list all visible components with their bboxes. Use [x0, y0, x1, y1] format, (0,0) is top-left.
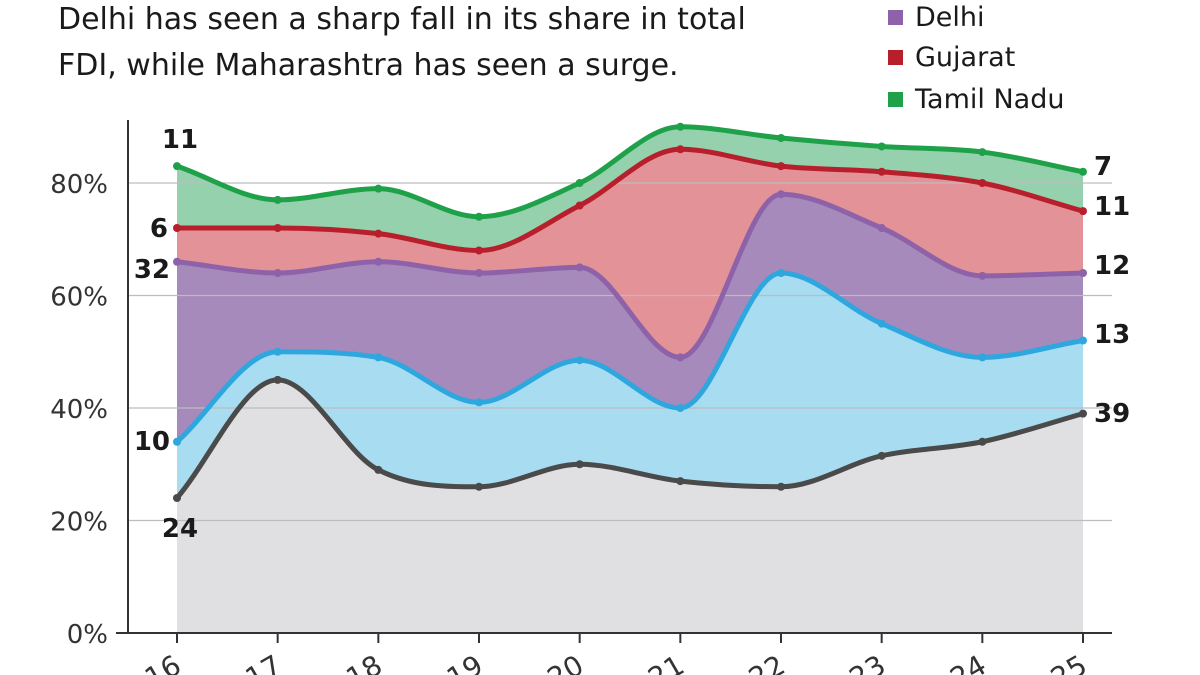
chart-title-line-2: FDI, while Maharashtra has seen a surge.	[58, 48, 679, 83]
point-maharashtra-6	[777, 482, 785, 491]
point-karnataka-6	[777, 269, 785, 277]
line-karnataka	[175, 270, 1084, 444]
point-delhi-5	[676, 353, 685, 362]
point-tamil-nadu-9	[1079, 167, 1087, 176]
point-gujarat-8	[978, 179, 987, 187]
point-delhi-1	[273, 269, 282, 277]
point-maharashtra-8	[978, 437, 987, 446]
point-maharashtra-9	[1079, 409, 1087, 418]
point-karnataka-4	[575, 356, 584, 365]
line-gujarat	[177, 146, 1084, 253]
point-karnataka-2	[374, 353, 383, 362]
legend-swatch-gujarat	[888, 49, 903, 65]
y-tick-label: 80%	[50, 170, 108, 200]
end-label-gujarat: 11	[1094, 192, 1130, 222]
point-delhi-3	[475, 269, 483, 277]
x-tick-label: -18	[332, 648, 388, 675]
point-maharashtra-2	[374, 465, 383, 474]
point-delhi-8	[978, 271, 987, 280]
point-tamil-nadu-7	[877, 142, 886, 151]
chart-title-line-1: Delhi has seen a sharp fall in its share…	[58, 2, 746, 37]
area-maharashtra	[177, 379, 1083, 633]
point-maharashtra-4	[575, 460, 584, 469]
legend-label-tamil-nadu: Tamil Nadu	[915, 83, 1065, 115]
point-gujarat-1	[273, 224, 282, 232]
start-label-delhi: 32	[134, 255, 170, 285]
point-karnataka-3	[475, 398, 483, 407]
legend-swatch-tamil-nadu	[888, 91, 903, 107]
point-karnataka-5	[676, 404, 685, 412]
x-tick-label: -20	[533, 648, 589, 675]
point-tamil-nadu-1	[273, 195, 282, 204]
end-label-delhi: 12	[1094, 251, 1130, 281]
area-delhi	[177, 194, 1083, 442]
area-gujarat	[177, 149, 1083, 358]
x-tick-label: -19	[432, 648, 488, 675]
point-gujarat-6	[777, 162, 785, 171]
point-maharashtra-5	[676, 477, 685, 486]
point-tamil-nadu-8	[978, 148, 987, 157]
x-tick-label: -23	[835, 648, 891, 675]
end-label-maharashtra: 39	[1094, 399, 1130, 429]
line-delhi	[176, 191, 1084, 360]
point-maharashtra-3	[475, 482, 483, 491]
point-delhi-7	[877, 224, 886, 232]
point-maharashtra-0	[173, 494, 181, 502]
point-gujarat-7	[877, 167, 886, 176]
start-label-karnataka: 10	[134, 427, 170, 457]
point-tamil-nadu-5	[676, 122, 685, 131]
point-tamil-nadu-0	[173, 162, 181, 171]
start-label-tamil-nadu: 11	[162, 125, 198, 155]
point-maharashtra-1	[273, 375, 282, 384]
point-gujarat-2	[374, 229, 383, 238]
point-delhi-6	[777, 190, 785, 199]
y-tick-label: 0%	[67, 620, 108, 650]
x-tick-label: -24	[936, 648, 992, 675]
point-karnataka-9	[1079, 336, 1087, 345]
legend-item-delhi: Delhi	[888, 0, 985, 34]
point-gujarat-9	[1079, 207, 1087, 216]
line-maharashtra	[175, 377, 1084, 500]
point-tamil-nadu-6	[777, 134, 785, 142]
point-tamil-nadu-3	[475, 212, 483, 221]
y-tick-label: 60%	[50, 283, 108, 313]
x-tick-label: -17	[231, 648, 287, 675]
y-tick-label: 40%	[50, 395, 108, 425]
x-tick-label: -22	[734, 648, 790, 675]
point-karnataka-0	[173, 437, 181, 446]
point-gujarat-3	[475, 246, 483, 255]
start-label-gujarat: 6	[150, 214, 168, 244]
line-tamil-nadu	[176, 124, 1084, 220]
x-tick-label: -16	[130, 648, 186, 675]
x-tick-label: -21	[634, 648, 690, 675]
legend-item-gujarat: Gujarat	[888, 40, 1015, 74]
legend-label-gujarat: Gujarat	[915, 41, 1016, 73]
y-tick-label: 20%	[50, 508, 108, 538]
point-maharashtra-7	[877, 451, 886, 460]
point-tamil-nadu-4	[575, 179, 584, 187]
legend-label-delhi: Delhi	[915, 1, 985, 33]
legend-item-tamil-nadu: Tamil Nadu	[888, 82, 1064, 116]
point-karnataka-1	[273, 347, 282, 356]
point-karnataka-8	[978, 353, 987, 362]
point-delhi-2	[374, 257, 383, 266]
area-tamil-nadu	[177, 126, 1083, 251]
x-tick-label: -25	[1036, 648, 1092, 675]
point-karnataka-7	[877, 319, 886, 328]
end-label-karnataka: 13	[1094, 320, 1130, 350]
point-delhi-9	[1079, 269, 1087, 277]
point-gujarat-5	[676, 145, 685, 154]
end-label-tamil-nadu: 7	[1094, 152, 1112, 182]
point-tamil-nadu-2	[374, 184, 383, 193]
point-delhi-4	[575, 263, 584, 272]
point-delhi-0	[173, 257, 181, 266]
point-gujarat-0	[173, 224, 181, 232]
legend-swatch-delhi	[888, 9, 903, 25]
start-label-maharashtra: 24	[162, 514, 198, 544]
point-gujarat-4	[575, 201, 584, 210]
